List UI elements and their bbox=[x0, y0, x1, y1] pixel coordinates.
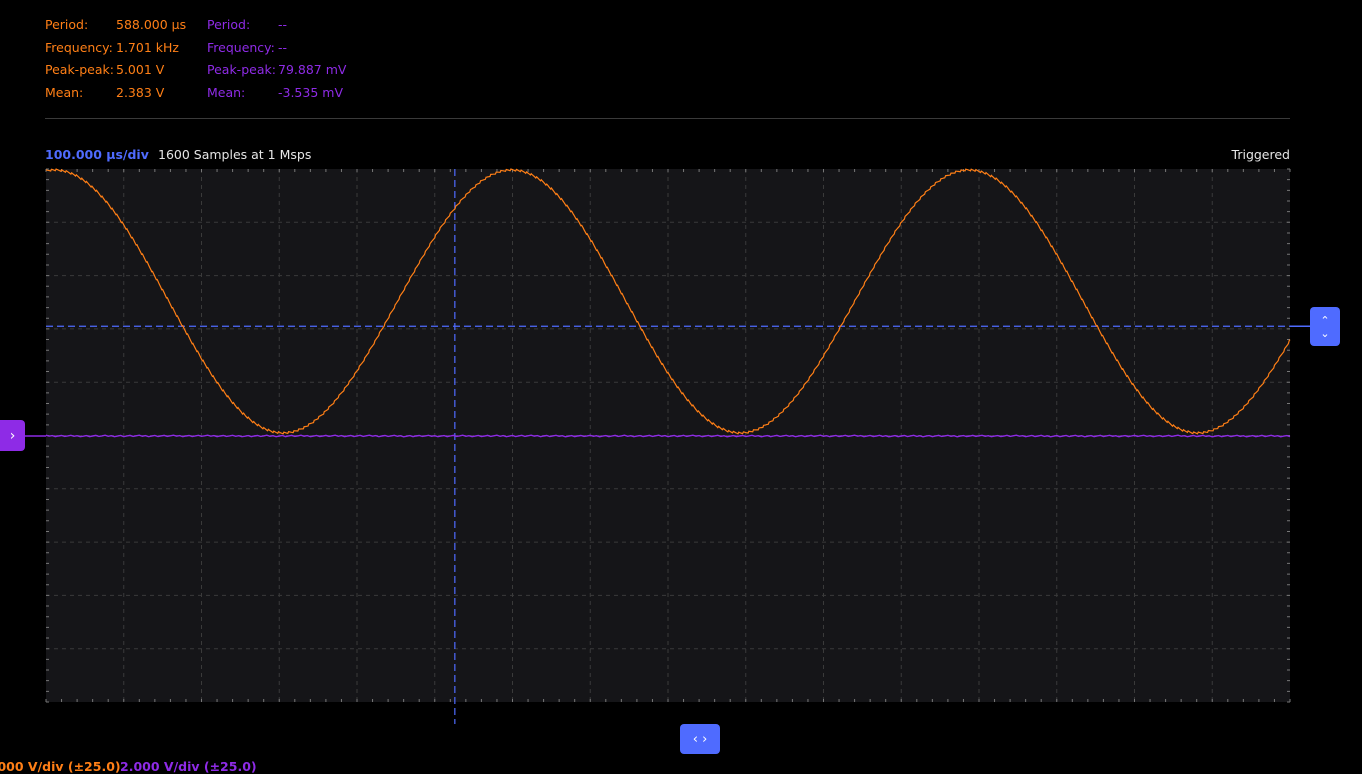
ch1-scale-label[interactable]: 1.000 V/div (±25.0) bbox=[0, 759, 121, 774]
trigger-position-handle[interactable]: ‹ › bbox=[680, 724, 720, 754]
chevron-left-icon: ‹ bbox=[693, 732, 698, 747]
ch2-offset-handle[interactable]: › bbox=[0, 420, 25, 451]
trigger-level-handle[interactable]: ⌃ ⌄ bbox=[1310, 307, 1340, 346]
ch2-scale-label[interactable]: 2.000 V/div (±25.0) bbox=[120, 759, 257, 774]
chevron-up-icon: ⌃ bbox=[1320, 314, 1329, 327]
chevron-down-icon: ⌄ bbox=[1320, 327, 1329, 340]
chevron-right-icon: › bbox=[702, 732, 707, 747]
chevron-right-icon: › bbox=[10, 428, 16, 444]
